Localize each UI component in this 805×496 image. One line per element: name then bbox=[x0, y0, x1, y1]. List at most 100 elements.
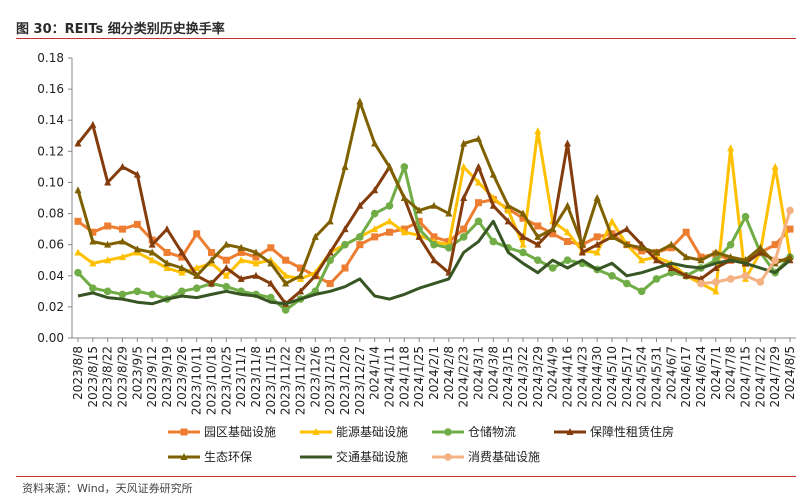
legend-marker bbox=[180, 453, 188, 460]
data-point bbox=[89, 228, 97, 236]
data-point bbox=[267, 259, 275, 267]
footer-divider bbox=[16, 476, 796, 477]
data-point bbox=[371, 186, 379, 194]
data-point bbox=[608, 232, 616, 240]
legend-label: 园区基础设施 bbox=[204, 425, 276, 439]
data-point bbox=[371, 139, 379, 147]
data-point bbox=[727, 253, 735, 261]
x-tick-label: 2023/12/27 bbox=[353, 346, 367, 415]
x-tick-label: 2024/7/8 bbox=[724, 346, 738, 400]
data-point bbox=[74, 186, 82, 194]
data-point bbox=[534, 232, 542, 240]
x-tick-label: 2024/4/23 bbox=[575, 346, 589, 408]
data-point bbox=[653, 248, 660, 256]
data-point bbox=[222, 256, 230, 264]
data-point bbox=[608, 217, 616, 225]
data-point bbox=[519, 209, 527, 217]
x-tick-label: 2023/8/29 bbox=[116, 346, 130, 408]
x-tick-label: 2023/10/18 bbox=[205, 346, 219, 415]
data-point bbox=[193, 271, 201, 279]
x-tick-label: 2023/10/11 bbox=[190, 346, 204, 415]
data-point bbox=[771, 256, 779, 265]
data-point bbox=[756, 243, 764, 251]
data-point bbox=[682, 253, 690, 261]
x-tick-label: 2023/9/19 bbox=[160, 346, 174, 408]
data-point bbox=[756, 278, 765, 286]
x-tick-label: 2024/1/11 bbox=[383, 346, 397, 408]
data-point bbox=[727, 144, 735, 152]
data-point bbox=[638, 256, 646, 264]
y-tick-label: 0.16 bbox=[37, 82, 64, 96]
x-tick-label: 2024/7/15 bbox=[739, 346, 753, 408]
data-point bbox=[578, 248, 586, 256]
data-point bbox=[445, 209, 453, 217]
y-tick-label: 0.18 bbox=[37, 51, 64, 65]
data-point bbox=[311, 232, 319, 240]
data-point bbox=[341, 162, 349, 170]
data-point bbox=[386, 228, 393, 236]
data-point bbox=[222, 282, 231, 291]
data-point bbox=[474, 217, 483, 226]
x-tick-label: 2024/4/9 bbox=[546, 346, 560, 400]
data-point bbox=[133, 245, 141, 253]
data-point bbox=[637, 287, 646, 296]
data-point bbox=[341, 240, 349, 249]
chart-series bbox=[74, 97, 794, 314]
legend-item: 消费基础设施 bbox=[432, 450, 540, 464]
data-point bbox=[385, 201, 394, 210]
x-tick-label: 2023/8/8 bbox=[71, 346, 85, 400]
data-point bbox=[726, 240, 735, 249]
x-tick-label: 2024/6/7 bbox=[664, 346, 678, 400]
data-point bbox=[534, 240, 542, 248]
data-point bbox=[489, 237, 498, 246]
data-point bbox=[104, 222, 112, 230]
data-point bbox=[430, 240, 438, 249]
data-point bbox=[549, 225, 557, 233]
data-point bbox=[741, 212, 750, 221]
data-point bbox=[623, 225, 631, 233]
data-point bbox=[593, 248, 601, 256]
data-point bbox=[237, 274, 245, 282]
data-point bbox=[460, 162, 468, 170]
data-point bbox=[237, 243, 245, 251]
data-point bbox=[548, 264, 557, 272]
chart-title: 图 30：REITs 细分类别历史换手率 bbox=[16, 22, 225, 37]
source-note: 资料来源：Wind，天风证券研究所 bbox=[22, 482, 193, 495]
data-point bbox=[489, 170, 497, 178]
y-tick-label: 0.08 bbox=[37, 207, 64, 221]
x-tick-label: 2024/3/15 bbox=[501, 346, 515, 408]
data-point bbox=[741, 271, 750, 280]
data-point bbox=[133, 220, 141, 228]
legend-marker bbox=[180, 428, 188, 436]
x-tick-label: 2023/11/15 bbox=[264, 346, 278, 415]
data-point bbox=[252, 253, 260, 261]
data-point bbox=[252, 248, 260, 256]
data-point bbox=[652, 275, 661, 283]
data-point bbox=[564, 201, 571, 209]
data-point bbox=[103, 287, 112, 296]
data-point bbox=[119, 237, 126, 245]
x-tick-label: 2023/11/1 bbox=[234, 346, 248, 408]
data-point bbox=[282, 279, 290, 287]
data-point bbox=[400, 194, 408, 201]
data-point bbox=[371, 225, 379, 233]
data-point bbox=[104, 240, 112, 248]
x-tick-label: 2024/2/8 bbox=[442, 346, 456, 400]
x-tick-label: 2023/8/15 bbox=[86, 346, 100, 408]
x-tick-label: 2024/7/1 bbox=[709, 346, 723, 400]
data-point bbox=[460, 225, 468, 233]
data-point bbox=[192, 284, 201, 293]
data-point bbox=[297, 271, 304, 279]
data-point bbox=[712, 278, 720, 286]
data-point bbox=[148, 290, 156, 299]
data-point bbox=[252, 259, 260, 267]
data-point bbox=[119, 225, 126, 233]
data-point bbox=[430, 201, 438, 209]
data-point bbox=[163, 248, 171, 256]
x-tick-label: 2024/3/29 bbox=[531, 346, 545, 408]
data-point bbox=[148, 248, 156, 256]
data-point bbox=[519, 248, 527, 257]
data-point bbox=[386, 162, 393, 170]
legend-item: 保障性租赁住房 bbox=[554, 424, 674, 439]
data-point bbox=[563, 256, 572, 265]
